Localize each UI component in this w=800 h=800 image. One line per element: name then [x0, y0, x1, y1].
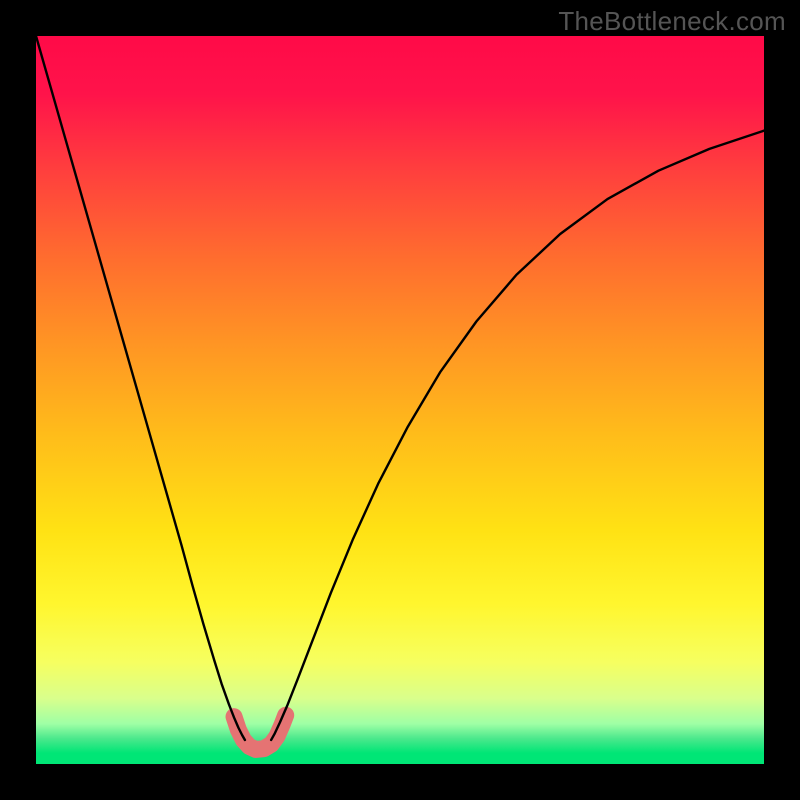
- watermark: TheBottleneck.com: [558, 6, 786, 37]
- plot-background: [36, 36, 764, 764]
- chart-svg: [0, 0, 800, 800]
